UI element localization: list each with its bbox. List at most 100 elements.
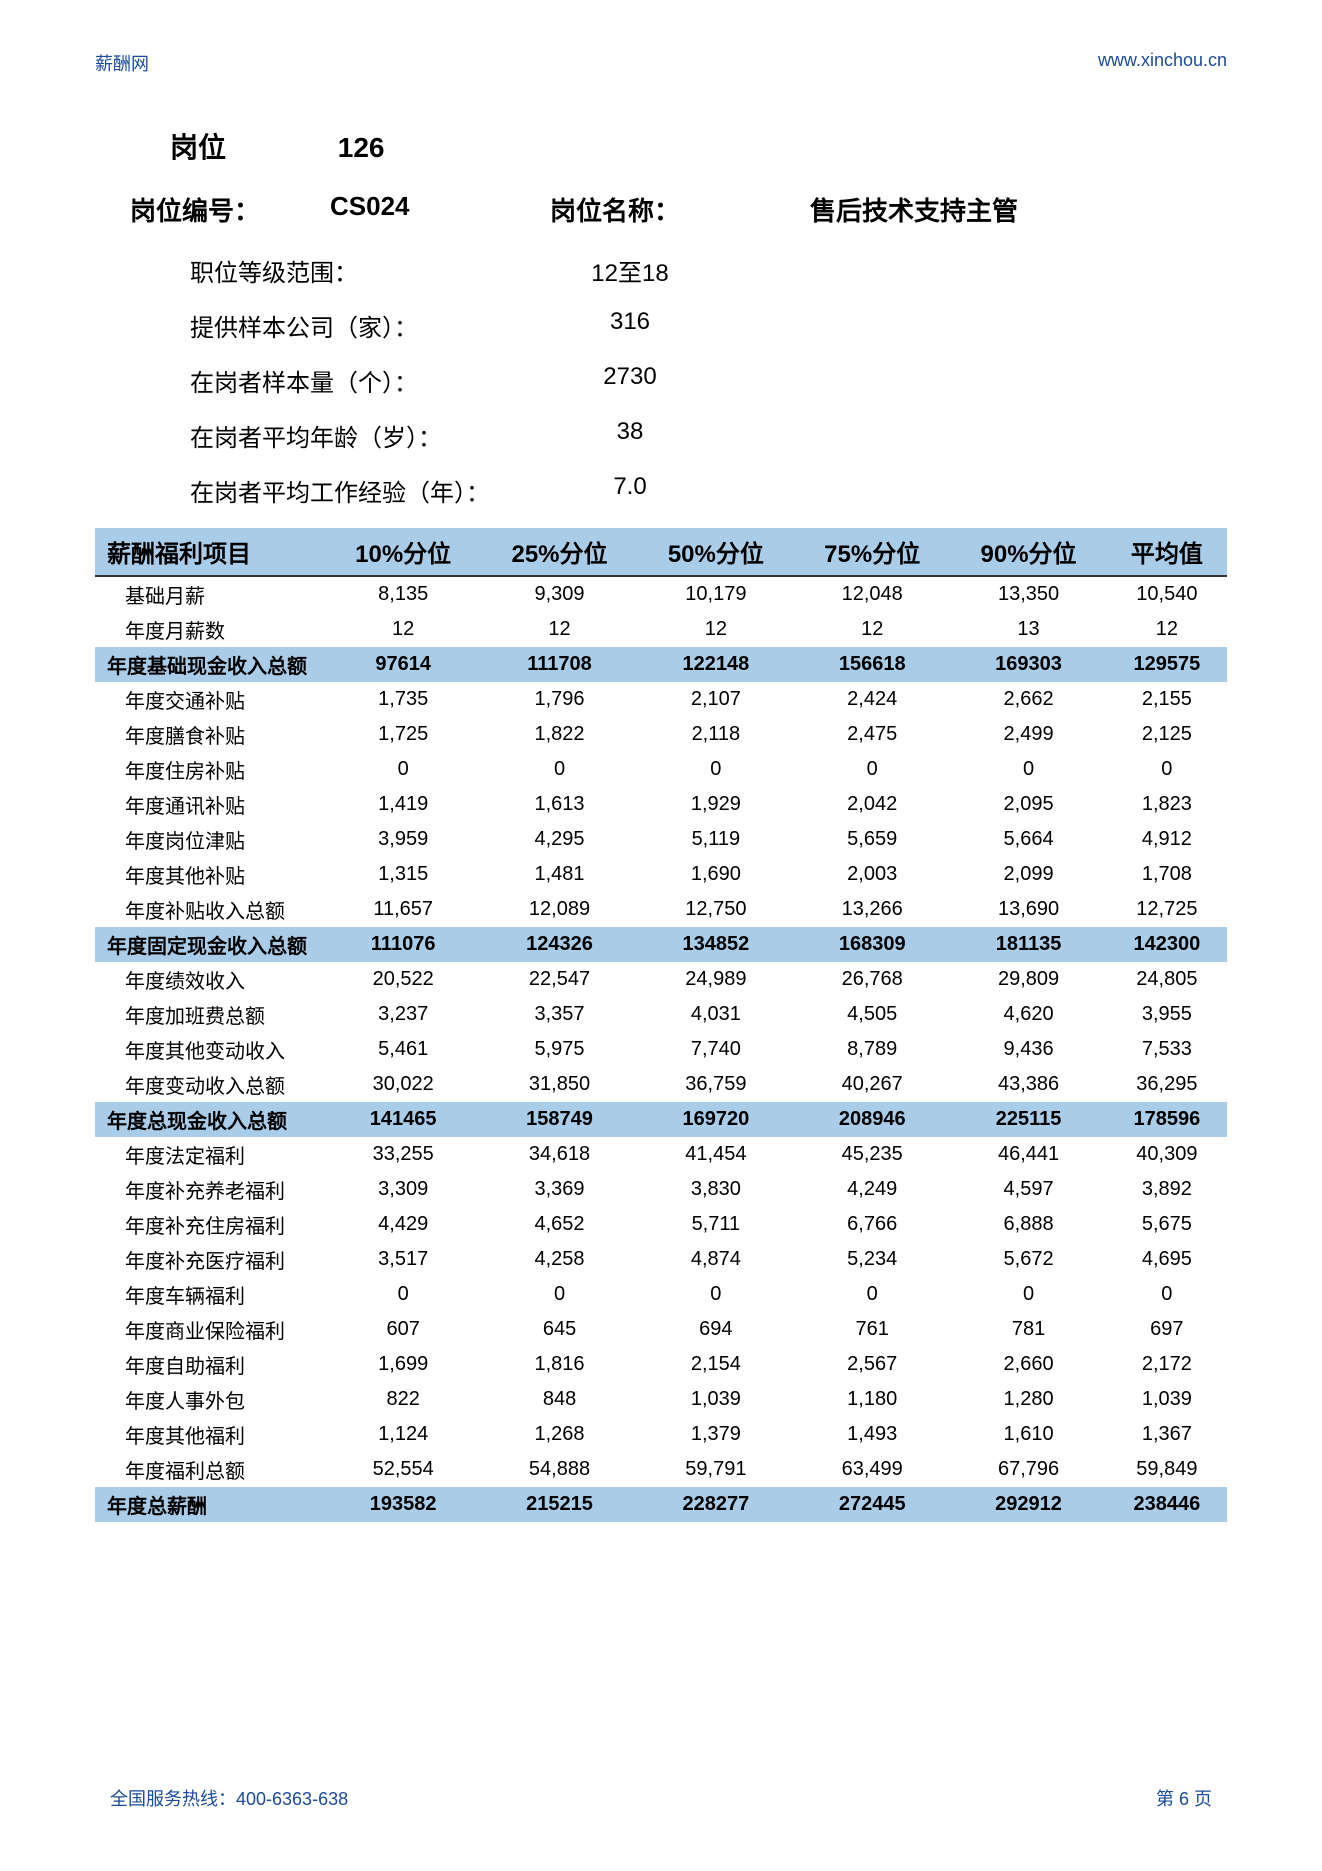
table-cell: 46,441 <box>950 1137 1106 1172</box>
table-cell: 年度其他福利 <box>95 1417 325 1452</box>
table-cell: 1,822 <box>481 717 637 752</box>
job-name: 售后技术支持主管 <box>810 191 1227 228</box>
table-cell: 1,315 <box>325 857 481 892</box>
table-cell: 4,249 <box>794 1172 950 1207</box>
table-cell: 3,517 <box>325 1242 481 1277</box>
table-cell: 781 <box>950 1312 1106 1347</box>
table-cell: 1,690 <box>638 857 794 892</box>
table-cell: 2,154 <box>638 1347 794 1382</box>
meta-row: 提供样本公司（家）：316 <box>190 308 1227 343</box>
table-cell: 0 <box>481 1277 637 1312</box>
table-cell: 228277 <box>638 1487 794 1522</box>
table-cell: 2,172 <box>1107 1347 1227 1382</box>
table-cell: 1,725 <box>325 717 481 752</box>
table-cell: 40,309 <box>1107 1137 1227 1172</box>
table-cell: 111708 <box>481 647 637 682</box>
table-cell: 36,295 <box>1107 1067 1227 1102</box>
table-cell: 0 <box>325 1277 481 1312</box>
table-header-cell: 10%分位 <box>325 528 481 576</box>
job-code-label: 岗位编号： <box>130 191 330 228</box>
table-cell: 1,280 <box>950 1382 1106 1417</box>
table-row: 年度补贴收入总额11,65712,08912,75013,26613,69012… <box>95 892 1227 927</box>
table-cell: 156618 <box>794 647 950 682</box>
table-cell: 158749 <box>481 1102 637 1137</box>
table-cell: 1,823 <box>1107 787 1227 822</box>
table-row: 年度其他福利1,1241,2681,3791,4931,6101,367 <box>95 1417 1227 1452</box>
table-cell: 4,295 <box>481 822 637 857</box>
table-cell: 22,547 <box>481 962 637 997</box>
table-cell: 2,003 <box>794 857 950 892</box>
table-cell: 169303 <box>950 647 1106 682</box>
table-cell: 1,039 <box>638 1382 794 1417</box>
table-cell: 年度通讯补贴 <box>95 787 325 822</box>
table-cell: 2,042 <box>794 787 950 822</box>
table-cell: 年度补充医疗福利 <box>95 1242 325 1277</box>
table-cell: 1,419 <box>325 787 481 822</box>
table-cell: 年度固定现金收入总额 <box>95 927 325 962</box>
meta-row: 在岗者样本量（个）：2730 <box>190 363 1227 398</box>
table-row: 年度人事外包8228481,0391,1801,2801,039 <box>95 1382 1227 1417</box>
table-cell: 13,690 <box>950 892 1106 927</box>
table-cell: 年度月薪数 <box>95 612 325 647</box>
table-cell: 59,791 <box>638 1452 794 1487</box>
table-row: 年度通讯补贴1,4191,6131,9292,0422,0951,823 <box>95 787 1227 822</box>
table-cell: 238446 <box>1107 1487 1227 1522</box>
meta-value: 12至18 <box>560 253 700 288</box>
table-cell: 33,255 <box>325 1137 481 1172</box>
table-cell: 年度人事外包 <box>95 1382 325 1417</box>
table-cell: 1,816 <box>481 1347 637 1382</box>
table-cell: 年度加班费总额 <box>95 997 325 1032</box>
table-cell: 225115 <box>950 1102 1106 1137</box>
table-cell: 24,989 <box>638 962 794 997</box>
table-cell: 年度膳食补贴 <box>95 717 325 752</box>
table-cell: 0 <box>638 1277 794 1312</box>
table-cell: 5,975 <box>481 1032 637 1067</box>
table-cell: 年度绩效收入 <box>95 962 325 997</box>
table-cell: 12,725 <box>1107 892 1227 927</box>
table-cell: 年度福利总额 <box>95 1452 325 1487</box>
table-cell: 2,475 <box>794 717 950 752</box>
table-cell: 3,237 <box>325 997 481 1032</box>
meta-label: 在岗者平均年龄（岁）： <box>190 418 560 453</box>
table-cell: 4,620 <box>950 997 1106 1032</box>
table-cell: 年度住房补贴 <box>95 752 325 787</box>
table-cell: 年度总现金收入总额 <box>95 1102 325 1137</box>
table-row: 年度交通补贴1,7351,7962,1072,4242,6622,155 <box>95 682 1227 717</box>
table-cell: 11,657 <box>325 892 481 927</box>
table-cell: 3,357 <box>481 997 637 1032</box>
table-row: 基础月薪8,1359,30910,17912,04813,35010,540 <box>95 576 1227 612</box>
table-cell: 1,613 <box>481 787 637 822</box>
table-cell: 10,179 <box>638 576 794 612</box>
table-cell: 4,912 <box>1107 822 1227 857</box>
table-cell: 4,652 <box>481 1207 637 1242</box>
table-cell: 12 <box>325 612 481 647</box>
meta-value: 7.0 <box>560 473 700 508</box>
table-cell: 134852 <box>638 927 794 962</box>
table-cell: 54,888 <box>481 1452 637 1487</box>
table-cell: 年度交通补贴 <box>95 682 325 717</box>
table-cell: 12 <box>1107 612 1227 647</box>
table-cell: 178596 <box>1107 1102 1227 1137</box>
table-row: 年度补充住房福利4,4294,6525,7116,7666,8885,675 <box>95 1207 1227 1242</box>
table-cell: 0 <box>950 752 1106 787</box>
table-row: 年度基础现金收入总额976141117081221481566181693031… <box>95 647 1227 682</box>
table-cell: 年度总薪酬 <box>95 1487 325 1522</box>
table-cell: 3,369 <box>481 1172 637 1207</box>
table-cell: 年度法定福利 <box>95 1137 325 1172</box>
table-cell: 31,850 <box>481 1067 637 1102</box>
table-cell: 4,031 <box>638 997 794 1032</box>
table-cell: 36,759 <box>638 1067 794 1102</box>
table-cell: 2,662 <box>950 682 1106 717</box>
table-header-row: 薪酬福利项目10%分位25%分位50%分位75%分位90%分位平均值 <box>95 528 1227 576</box>
table-cell: 1,379 <box>638 1417 794 1452</box>
table-cell: 年度商业保险福利 <box>95 1312 325 1347</box>
meta-label: 在岗者平均工作经验（年）： <box>190 473 560 508</box>
table-cell: 4,258 <box>481 1242 637 1277</box>
table-row: 年度岗位津贴3,9594,2955,1195,6595,6644,912 <box>95 822 1227 857</box>
table-cell: 3,955 <box>1107 997 1227 1032</box>
table-row: 年度总薪酬19358221521522827727244529291223844… <box>95 1487 1227 1522</box>
table-cell: 97614 <box>325 647 481 682</box>
table-header-cell: 薪酬福利项目 <box>95 528 325 576</box>
table-row: 年度变动收入总额30,02231,85036,75940,26743,38636… <box>95 1067 1227 1102</box>
meta-label: 提供样本公司（家）： <box>190 308 560 343</box>
